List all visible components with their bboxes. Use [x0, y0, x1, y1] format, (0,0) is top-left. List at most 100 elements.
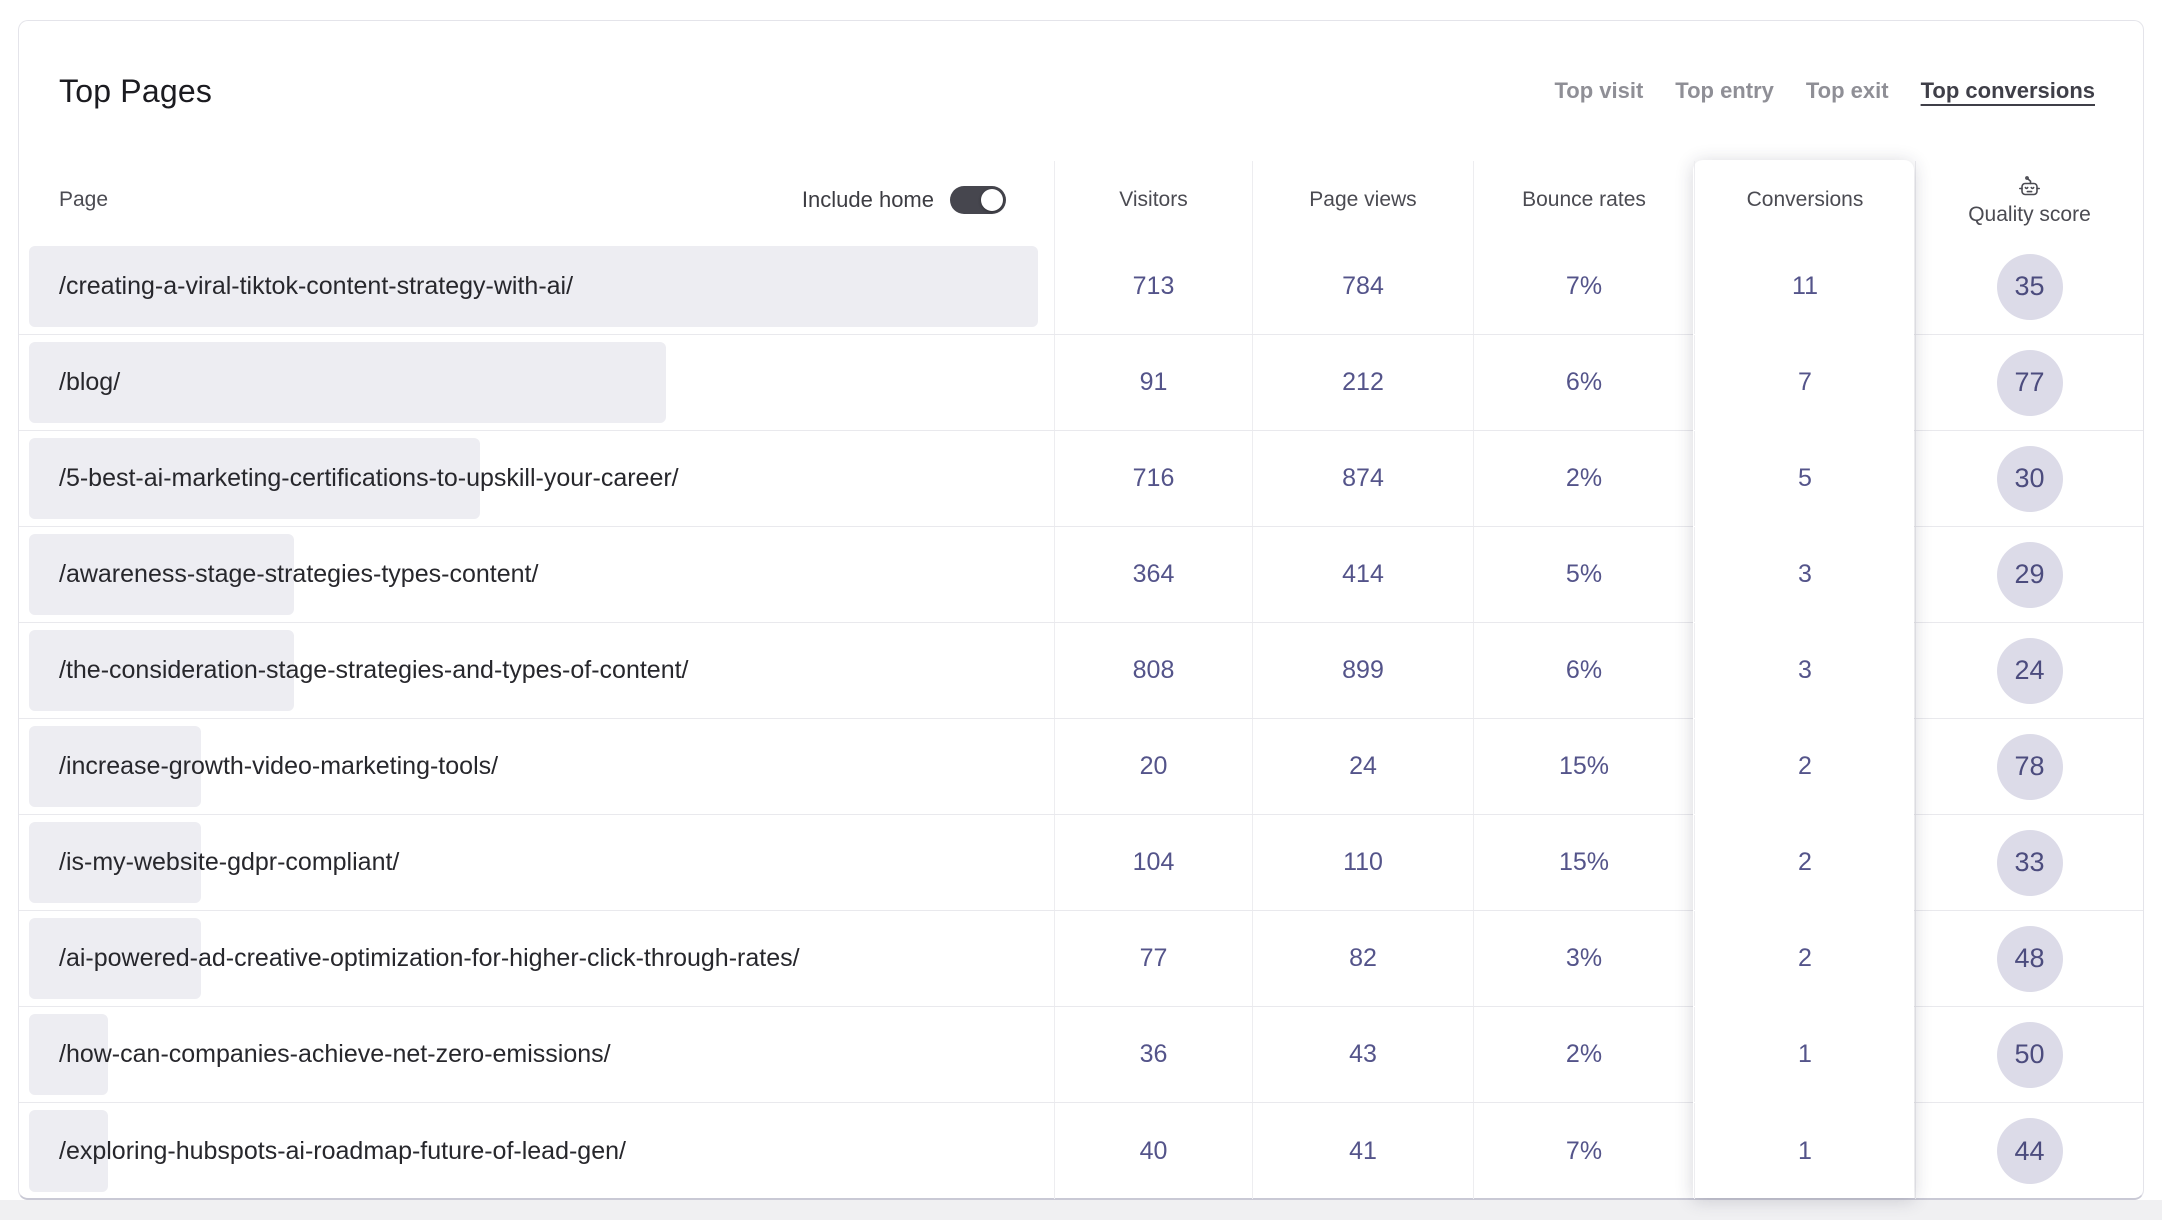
page-url-link[interactable]: /awareness-stage-strategies-types-conten… [59, 560, 539, 588]
view-tab[interactable]: Top exit [1805, 78, 1889, 103]
conversion-bar [29, 438, 480, 519]
conversions-elevated-panel [1693, 160, 1914, 1198]
include-home-toggle[interactable] [950, 186, 1006, 214]
page-cell: /awareness-stage-strategies-types-conten… [19, 527, 1054, 622]
page-views-cell: 110 [1252, 815, 1473, 910]
page-views-cell: 784 [1252, 239, 1473, 334]
bounce-rate-cell: 2% [1473, 431, 1694, 526]
conversions-cell: 5 [1694, 431, 1915, 526]
page-url-link[interactable]: /how-can-companies-achieve-net-zero-emis… [59, 1040, 611, 1068]
page-views-cell: 43 [1252, 1007, 1473, 1102]
bounce-rate-cell: 6% [1473, 335, 1694, 430]
conversions-cell: 7 [1694, 335, 1915, 430]
page-views-value: 41 [1349, 1136, 1377, 1165]
page-views-value: 24 [1349, 752, 1377, 780]
page-cell: /ai-powered-ad-creative-optimization-for… [19, 911, 1054, 1006]
bounce-rate-value: 6% [1565, 368, 1603, 396]
visitors-cell: 713 [1054, 239, 1252, 334]
quality-score-badge: 77 [1996, 349, 2063, 416]
bounce-rate-value: 3% [1565, 944, 1603, 972]
conversions-cell: 2 [1694, 815, 1915, 910]
visitors-cell: 77 [1054, 911, 1252, 1006]
conversion-bar [29, 918, 201, 999]
page-url-link[interactable]: /5-best-ai-marketing-certifications-to-u… [59, 464, 679, 492]
visitors-value: 808 [1132, 656, 1175, 684]
view-tab[interactable]: Top visit [1554, 78, 1644, 103]
include-home-label: Include home [801, 187, 934, 212]
toggle-knob [981, 189, 1003, 211]
quality-score-badge: 30 [1996, 445, 2063, 512]
page-cell: /increase-growth-video-marketing-tools/ [19, 719, 1054, 814]
robot-icon [2018, 176, 2041, 196]
quality-score-badge: 24 [1996, 637, 2063, 704]
bounce-rate-value: 2% [1565, 1040, 1603, 1068]
page-background-strip [0, 1200, 2162, 1220]
quality-score-cell: 77 [1915, 335, 2143, 430]
table-row: /increase-growth-video-marketing-tools/ … [19, 719, 2143, 815]
visitors-cell: 104 [1054, 815, 1252, 910]
visitors-cell: 808 [1054, 623, 1252, 718]
page-views-value: 212 [1342, 368, 1384, 396]
bounce-rate-value: 7% [1565, 272, 1603, 300]
page-cell: /creating-a-viral-tiktok-content-strateg… [19, 239, 1054, 334]
visitors-cell: 364 [1054, 527, 1252, 622]
page-cell: /is-my-website-gdpr-compliant/ [19, 815, 1054, 910]
page-views-cell: 874 [1252, 431, 1473, 526]
page-views-column-header: Page views [1252, 161, 1473, 239]
page-views-value: 899 [1342, 656, 1384, 684]
quality-score-badge: 29 [1996, 541, 2063, 608]
quality-score-cell: 30 [1915, 431, 2143, 526]
visitors-value: 364 [1132, 560, 1175, 588]
table-header-row: Page Include home Visitors Page views Bo… [19, 161, 2143, 239]
bounce-rates-column-header: Bounce rates [1473, 161, 1694, 239]
page-url-link[interactable]: /increase-growth-video-marketing-tools/ [59, 752, 499, 780]
include-home-control: Include home [802, 186, 1006, 214]
conversions-value: 1 [1798, 1136, 1812, 1165]
quality-score-badge: 44 [1996, 1118, 2063, 1184]
page-cell: /the-consideration-stage-strategies-and-… [19, 623, 1054, 718]
table-row: /awareness-stage-strategies-types-conten… [19, 527, 2143, 623]
conversions-cell: 3 [1694, 527, 1915, 622]
page-views-cell: 82 [1252, 911, 1473, 1006]
page-url-link[interactable]: /blog/ [59, 368, 121, 396]
quality-score-cell: 33 [1915, 815, 2143, 910]
quality-score-badge: 50 [1996, 1021, 2063, 1088]
table-body: /creating-a-viral-tiktok-content-strateg… [19, 239, 2143, 1199]
page-url-link[interactable]: /creating-a-viral-tiktok-content-strateg… [59, 272, 574, 300]
quality-score-header-label: Quality score [1968, 203, 2091, 226]
quality-score-cell: 29 [1915, 527, 2143, 622]
page-url-link[interactable]: /ai-powered-ad-creative-optimization-for… [59, 944, 800, 972]
conversions-value: 7 [1798, 368, 1812, 396]
visitors-value: 91 [1139, 368, 1168, 396]
table-row: /how-can-companies-achieve-net-zero-emis… [19, 1007, 2143, 1103]
page-views-value: 82 [1349, 944, 1377, 972]
page-url-link[interactable]: /is-my-website-gdpr-compliant/ [59, 848, 400, 876]
page-url-link[interactable]: /exploring-hubspots-ai-roadmap-future-of… [59, 1136, 626, 1165]
visitors-value: 40 [1139, 1136, 1168, 1165]
visitors-value: 713 [1132, 272, 1175, 300]
page-views-cell: 414 [1252, 527, 1473, 622]
quality-score-badge: 48 [1996, 925, 2063, 992]
view-tab[interactable]: Top conversions [1920, 78, 2095, 103]
visitors-value: 20 [1139, 752, 1168, 780]
conversions-cell: 11 [1694, 239, 1915, 334]
visitors-value: 36 [1139, 1040, 1168, 1068]
conversion-bar [29, 342, 666, 423]
page-column-header: Page Include home [19, 161, 1054, 239]
view-tab[interactable]: Top entry [1675, 78, 1774, 103]
conversions-value: 3 [1798, 656, 1812, 684]
quality-score-cell: 35 [1915, 239, 2143, 334]
page-url-link[interactable]: /the-consideration-stage-strategies-and-… [59, 656, 689, 684]
quality-score-badge: 33 [1996, 829, 2063, 896]
conversion-bar [29, 822, 201, 903]
conversion-bar [29, 1014, 108, 1095]
visitors-value: 104 [1132, 848, 1175, 876]
bounce-rate-value: 6% [1565, 656, 1603, 684]
visitors-value: 77 [1139, 944, 1168, 972]
visitors-cell: 40 [1054, 1103, 1252, 1199]
quality-score-badge: 78 [1996, 733, 2063, 800]
bounce-rate-value: 7% [1565, 1136, 1603, 1165]
quality-score-cell: 50 [1915, 1007, 2143, 1102]
page-cell: /blog/ [19, 335, 1054, 430]
table-row: /5-best-ai-marketing-certifications-to-u… [19, 431, 2143, 527]
